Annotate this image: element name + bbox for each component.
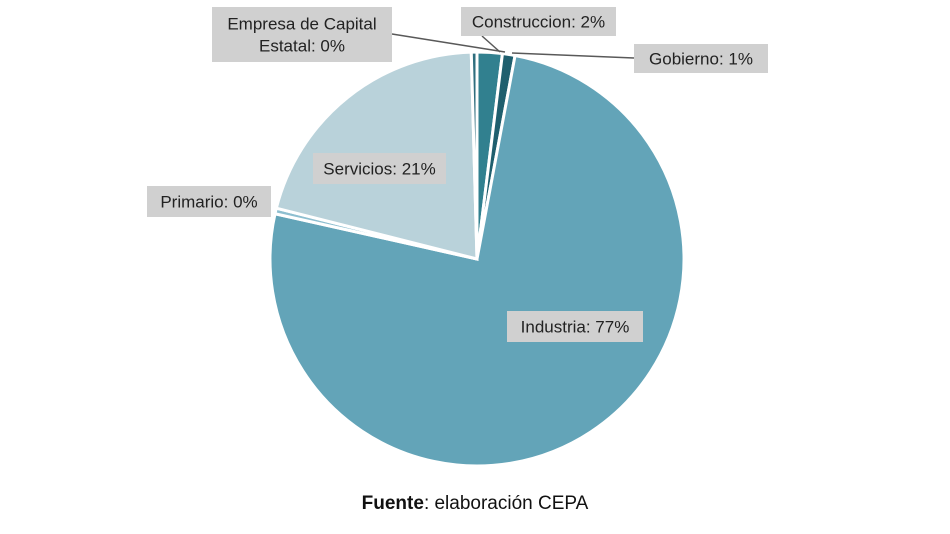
leader-lines	[391, 33, 635, 59]
leader-line-empresa-de-capital-estatal	[391, 33, 506, 53]
data-label-text: Gobierno: 1%	[649, 50, 753, 69]
data-label-primario: Primario: 0%	[147, 186, 271, 217]
pie-slice-industria	[268, 53, 686, 468]
data-label-box	[461, 7, 616, 36]
data-label-box	[313, 153, 446, 184]
data-label-industria: Industria: 77%	[507, 311, 643, 342]
data-label-box	[147, 186, 271, 217]
leader-line-gobierno	[511, 52, 635, 59]
data-label-text: Servicios: 21%	[323, 160, 435, 179]
source-prefix: Fuente	[361, 493, 424, 514]
source-note: Fuente: elaboración CEPA	[0, 493, 950, 515]
data-label-box	[634, 44, 768, 73]
data-label-gobierno: Gobierno: 1%	[634, 44, 768, 73]
source-text: : elaboración CEPA	[423, 493, 589, 514]
slice-labels: Construccion: 2% Gobierno: 1% Industria: 7…	[147, 7, 768, 342]
data-label-box	[212, 7, 392, 62]
data-label-servicios: Servicios: 21%	[313, 153, 446, 184]
data-label-text: Construccion: 2%	[472, 13, 605, 32]
data-label-text: Estatal: 0%	[259, 37, 345, 56]
pie-slice-empresa-de-capital-estatal	[469, 50, 479, 260]
leader-line-construccion	[481, 35, 501, 53]
data-label-box	[507, 311, 643, 342]
data-label-text: Empresa de Capital	[227, 15, 376, 34]
pie-slices	[268, 50, 686, 468]
data-label-construccion: Construccion: 2%	[461, 7, 616, 36]
data-label-text: Industria: 77%	[521, 318, 630, 337]
data-label-text: Primario: 0%	[160, 193, 257, 212]
data-label-empresa-de-capital-estatal: Empresa de Capital Estatal: 0%	[212, 7, 392, 62]
